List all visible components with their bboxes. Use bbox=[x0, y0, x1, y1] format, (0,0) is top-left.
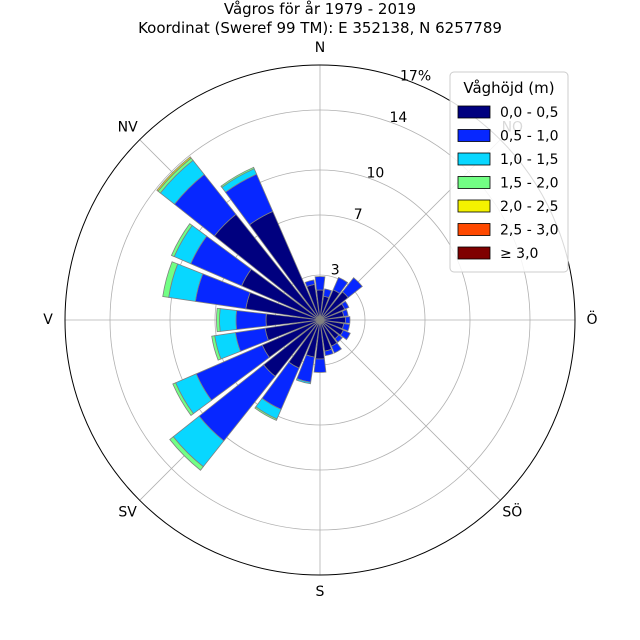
legend: Våghöjd (m) 0,0 - 0,5 0,5 - 1,0 1,0 - 1,5 1,… bbox=[449, 71, 569, 273]
bar-segment-285-3 bbox=[162, 261, 179, 298]
bar-segment-270-1 bbox=[235, 310, 267, 330]
bar-segment-345-1 bbox=[304, 279, 316, 288]
radial-tick-label-2: 10 bbox=[366, 165, 384, 181]
bar-segment-330-3 bbox=[220, 166, 255, 188]
legend-entry-0: 0,0 - 0,5 bbox=[500, 105, 558, 121]
legend-entry-1: 0,5 - 1,0 bbox=[500, 129, 558, 145]
bar-segment-315-4 bbox=[156, 156, 192, 192]
direction-label-Ö: Ö bbox=[586, 310, 597, 328]
legend-swatch-3 bbox=[457, 176, 491, 189]
bar-segment-255-3 bbox=[211, 335, 222, 361]
bar-segment-270-2 bbox=[219, 308, 237, 332]
legend-entry-5: 2,5 - 3,0 bbox=[500, 223, 558, 239]
bar-segment-150-1 bbox=[330, 342, 342, 354]
bar-segment-0-1 bbox=[314, 276, 326, 291]
bar-segment-105-1 bbox=[341, 323, 351, 332]
bar-segment-120-1 bbox=[339, 329, 351, 341]
direction-label-NV: NV bbox=[118, 120, 138, 136]
radial-tick-label-1: 7 bbox=[354, 207, 363, 223]
legend-box bbox=[449, 71, 569, 273]
direction-label-SÖ: SÖ bbox=[502, 502, 522, 520]
bar-segment-30-1 bbox=[332, 276, 349, 295]
bar-segment-90-1 bbox=[344, 316, 351, 324]
legend-swatch-0 bbox=[457, 105, 491, 119]
outer-circle bbox=[64, 64, 576, 576]
chart-title: Vågros för år 1979 - 2019 bbox=[224, 0, 416, 18]
bar-segment-60-1 bbox=[341, 300, 350, 310]
legend-entry-6: ≥ 3,0 bbox=[500, 246, 538, 262]
direction-label-SV: SV bbox=[118, 504, 137, 520]
bar-segment-300-3 bbox=[170, 223, 193, 258]
legend-swatch-6 bbox=[457, 246, 491, 260]
radial-tick-label-0: 3 bbox=[331, 262, 340, 278]
legend-entry-3: 1,5 - 2,0 bbox=[500, 176, 558, 192]
legend-swatch-2 bbox=[457, 152, 491, 166]
radial-tick-label-3: 14 bbox=[389, 110, 407, 126]
radial-tick-label-4: 17% bbox=[400, 68, 431, 84]
bar-segment-225-3 bbox=[169, 436, 204, 471]
legend-swatch-5 bbox=[457, 223, 491, 236]
legend-swatch-4 bbox=[457, 199, 491, 213]
bar-segment-240-3 bbox=[172, 382, 194, 417]
bar-segment-15-1 bbox=[323, 288, 333, 299]
bar-segment-270-3 bbox=[216, 307, 221, 333]
bar-segment-180-1 bbox=[313, 358, 327, 373]
legend-title: Våghöjd (m) bbox=[463, 79, 554, 97]
direction-label-N: N bbox=[315, 40, 325, 56]
direction-label-V: V bbox=[43, 312, 53, 328]
chart-subtitle: Koordinat (Sweref 99 TM): E 352138, N 62… bbox=[138, 19, 502, 37]
bar-segment-165-1 bbox=[324, 348, 334, 357]
bar-segment-75-1 bbox=[341, 309, 349, 317]
grid-spoke-3 bbox=[319, 319, 501, 501]
direction-label-S: S bbox=[316, 584, 325, 600]
legend-swatch-1 bbox=[457, 129, 491, 142]
bar-segment-45-1 bbox=[341, 277, 363, 299]
legend-entry-2: 1,0 - 1,5 bbox=[500, 152, 558, 168]
legend-entry-4: 2,0 - 2,5 bbox=[500, 199, 558, 215]
sector-bars bbox=[156, 156, 363, 471]
bar-segment-135-1 bbox=[334, 334, 343, 343]
bar-segment-210-3 bbox=[254, 406, 278, 421]
bar-segment-195-2 bbox=[295, 378, 312, 385]
